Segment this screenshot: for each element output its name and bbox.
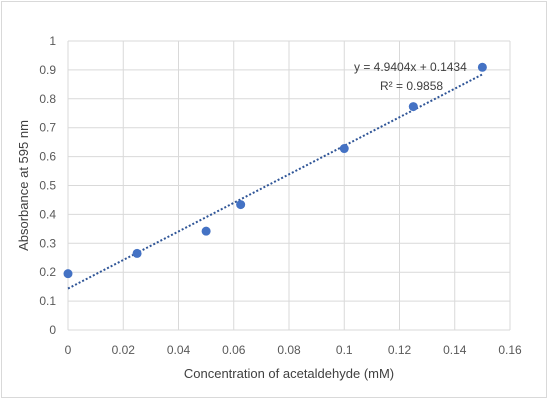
x-tick-label: 0.08 <box>277 343 301 357</box>
data-points <box>63 62 487 279</box>
y-tick-label: 0.4 <box>39 207 56 221</box>
y-tick-label: 0 <box>49 323 56 337</box>
x-tick-label: 0.06 <box>222 343 246 357</box>
x-tick-label: 0.14 <box>443 343 467 357</box>
y-tick-label: 0.5 <box>39 179 56 193</box>
x-tick-label: 0.12 <box>388 343 412 357</box>
y-tick-labels: 0 0.1 0.2 0.3 0.4 0.5 0.6 0.7 0.8 0.9 1 <box>39 34 56 337</box>
y-tick-label: 0.1 <box>39 294 56 308</box>
x-tick-label: 0.02 <box>112 343 136 357</box>
y-tick-label: 0.9 <box>39 63 56 77</box>
trendline <box>67 73 483 290</box>
y-tick-label: 1 <box>49 34 56 48</box>
y-axis-title: Absorbance at 595 nm <box>16 120 31 251</box>
gridlines <box>67 40 511 331</box>
x-tick-label: 0.1 <box>336 343 353 357</box>
x-axis-title: Concentration of acetaldehyde (mM) <box>184 366 394 381</box>
data-point <box>408 102 418 112</box>
data-point <box>132 248 142 258</box>
y-tick-label: 0.2 <box>39 265 56 279</box>
y-tick-label: 0.8 <box>39 92 56 106</box>
x-tick-label: 0.16 <box>498 343 522 357</box>
x-tick-label: 0.04 <box>167 343 191 357</box>
data-point <box>236 200 246 210</box>
trendline-equation: y = 4.9404x + 0.1434 <box>354 60 467 74</box>
data-point <box>63 269 73 279</box>
x-tick-labels: 0 0.02 0.04 0.06 0.08 0.1 0.12 0.14 0.16 <box>65 343 522 357</box>
data-point <box>201 226 211 236</box>
x-tick-label: 0 <box>65 343 72 357</box>
r-squared-label: R² = 0.9858 <box>380 79 443 93</box>
data-point <box>477 62 487 72</box>
data-point <box>339 144 349 154</box>
y-tick-label: 0.6 <box>39 150 56 164</box>
y-tick-label: 0.7 <box>39 121 56 135</box>
y-tick-label: 0.3 <box>39 236 56 250</box>
